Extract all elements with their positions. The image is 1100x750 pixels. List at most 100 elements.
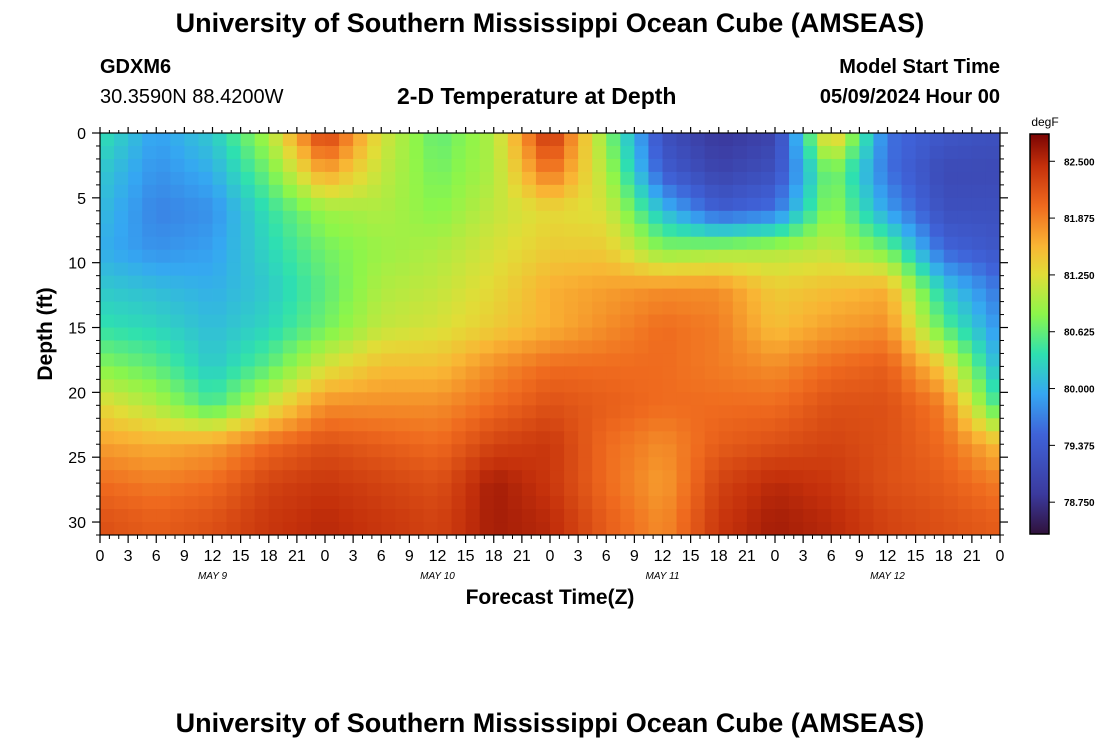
heatmap-cell: [775, 444, 790, 458]
heatmap-cell: [817, 158, 832, 173]
heatmap-cell: [170, 288, 185, 303]
heatmap-cell: [184, 392, 200, 406]
heatmap-cell: [943, 288, 959, 303]
heatmap-cell: [943, 145, 959, 160]
heatmap-cell: [100, 509, 115, 523]
heatmap-cell: [381, 171, 396, 186]
heatmap-cell: [901, 340, 917, 355]
heatmap-cell: [915, 133, 931, 147]
heatmap-cell: [451, 483, 467, 497]
heatmap-cell: [437, 184, 453, 199]
heatmap-cell: [381, 405, 396, 419]
heatmap-cell: [381, 210, 396, 225]
heatmap-cell: [859, 509, 875, 523]
heatmap-cell: [521, 470, 537, 484]
heatmap-cell: [451, 366, 467, 380]
heatmap-cell: [409, 379, 425, 393]
heatmap-cell: [817, 418, 832, 432]
heatmap-cell: [662, 431, 678, 445]
heatmap-cell: [915, 210, 931, 225]
heatmap-cell: [170, 522, 185, 535]
heatmap-cell: [985, 158, 1000, 173]
heatmap-cell: [268, 405, 284, 419]
heatmap-cell: [128, 145, 143, 160]
heatmap-cell: [240, 301, 256, 316]
heatmap-cell: [985, 366, 1000, 380]
heatmap-cell: [943, 496, 959, 510]
heatmap-cell: [943, 353, 959, 368]
heatmap-cell: [142, 133, 157, 147]
heatmap-cell: [367, 431, 382, 445]
heatmap-cell: [465, 522, 481, 535]
heatmap-cell: [789, 158, 804, 173]
heatmap-cell: [395, 457, 410, 471]
heatmap-cell: [325, 197, 340, 212]
heatmap-cell: [437, 405, 453, 419]
heatmap-cell: [114, 275, 129, 290]
heatmap-cell: [662, 470, 678, 484]
heatmap-cell: [634, 457, 650, 471]
heatmap-cell: [254, 392, 270, 406]
heatmap-cell: [676, 145, 692, 160]
heatmap-cell: [859, 340, 875, 355]
heatmap-cell: [367, 301, 382, 316]
heatmap-cell: [550, 522, 565, 535]
heatmap-cell: [128, 418, 143, 432]
heatmap-cell: [339, 470, 354, 484]
heatmap-cell: [690, 496, 706, 510]
heatmap-cell: [212, 379, 228, 393]
heatmap-cell: [592, 496, 607, 510]
heatmap-cell: [746, 496, 762, 510]
heatmap-cell: [437, 275, 453, 290]
heatmap-cell: [493, 262, 509, 277]
heatmap-cell: [971, 133, 987, 147]
heatmap-cell: [325, 288, 340, 303]
heatmap-cell: [817, 405, 832, 419]
heatmap-cell: [142, 223, 157, 238]
heatmap-cell: [128, 301, 143, 316]
heatmap-cell: [564, 470, 579, 484]
heatmap-cell: [310, 457, 326, 471]
heatmap-cell: [943, 431, 959, 445]
heatmap-cell: [985, 444, 1000, 458]
heatmap-cell: [507, 223, 523, 238]
heatmap-cell: [437, 431, 453, 445]
heatmap-cell: [493, 405, 509, 419]
heatmap-cell: [550, 509, 565, 523]
heatmap-cell: [704, 158, 720, 173]
heatmap-cell: [296, 418, 312, 432]
heatmap-cell: [943, 236, 959, 251]
heatmap-cell: [915, 275, 931, 290]
heatmap-cell: [845, 340, 860, 355]
heatmap-cell: [437, 366, 453, 380]
heatmap-cell: [240, 184, 256, 199]
heatmap-cell: [198, 431, 214, 445]
heatmap-cell: [535, 288, 551, 303]
heatmap-cell: [971, 288, 987, 303]
heatmap-cell: [507, 210, 523, 225]
heatmap-cell: [465, 470, 481, 484]
heatmap-cell: [564, 133, 579, 147]
heatmap-cell: [339, 392, 354, 406]
heatmap-cell: [662, 301, 678, 316]
heatmap-cell: [353, 405, 368, 419]
heatmap-cell: [254, 171, 270, 186]
heatmap-cell: [521, 236, 537, 251]
heatmap-cell: [395, 301, 410, 316]
heatmap-cell: [507, 470, 523, 484]
heatmap-cell: [437, 483, 453, 497]
heatmap-cell: [353, 262, 368, 277]
heatmap-cell: [114, 405, 129, 419]
heatmap-cell: [381, 470, 396, 484]
heatmap-cell: [732, 431, 748, 445]
heatmap-cell: [592, 171, 607, 186]
heatmap-cell: [409, 158, 425, 173]
heatmap-cell: [831, 418, 846, 432]
x-tick-label: 6: [602, 548, 611, 565]
heatmap-cell: [325, 171, 340, 186]
heatmap-cell: [212, 145, 228, 160]
heatmap-cell: [212, 275, 228, 290]
heatmap-cell: [128, 340, 143, 355]
heatmap-cell: [409, 483, 425, 497]
heatmap-cell: [212, 249, 228, 264]
